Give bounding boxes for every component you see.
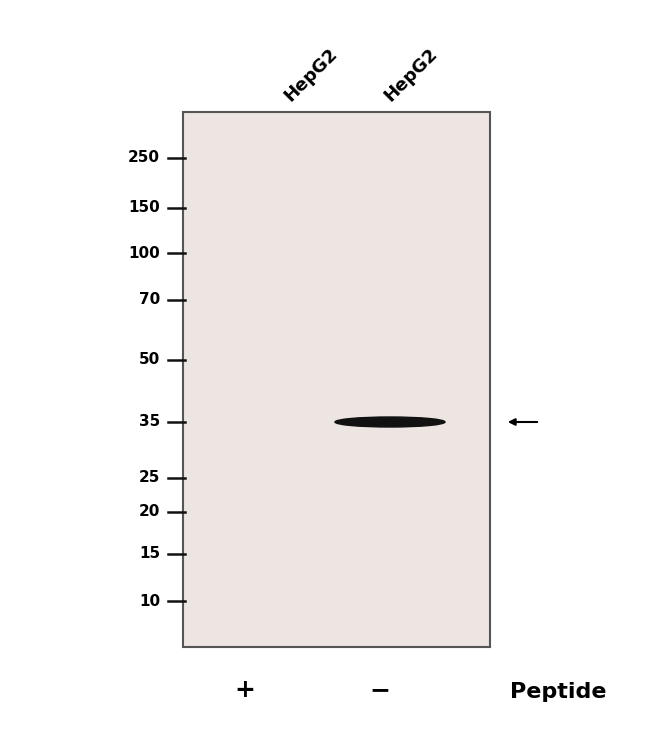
Text: 35: 35 [138,414,160,430]
Text: HepG2: HepG2 [380,45,441,105]
Text: 70: 70 [138,293,160,307]
Text: 50: 50 [138,353,160,367]
Ellipse shape [335,417,445,427]
Text: 150: 150 [128,201,160,215]
Text: −: − [369,678,391,702]
Text: 100: 100 [128,245,160,261]
Text: 15: 15 [139,547,160,561]
Text: 25: 25 [138,471,160,485]
Text: HepG2: HepG2 [280,45,341,105]
Text: Peptide: Peptide [510,682,606,702]
Text: +: + [235,678,255,702]
Text: 10: 10 [139,594,160,608]
Text: 20: 20 [138,504,160,520]
Bar [183,112,490,647]
Text: 250: 250 [128,151,160,165]
